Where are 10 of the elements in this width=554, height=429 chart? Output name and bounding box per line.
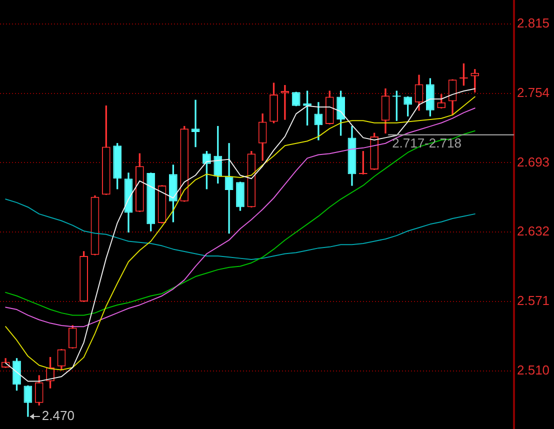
- y-tick-label: 2.510: [517, 362, 550, 378]
- y-tick-label: 2.693: [517, 154, 550, 170]
- annotation: 2.470: [42, 408, 74, 424]
- y-tick-label: 2.754: [517, 84, 550, 100]
- candlestick: [224, 143, 234, 234]
- candlestick: [191, 100, 200, 148]
- y-tick-label: 2.815: [517, 15, 550, 30]
- candlestick: [280, 85, 290, 120]
- y-tick-label: 2.632: [517, 224, 550, 239]
- y-tick-label: 2.571: [517, 293, 550, 308]
